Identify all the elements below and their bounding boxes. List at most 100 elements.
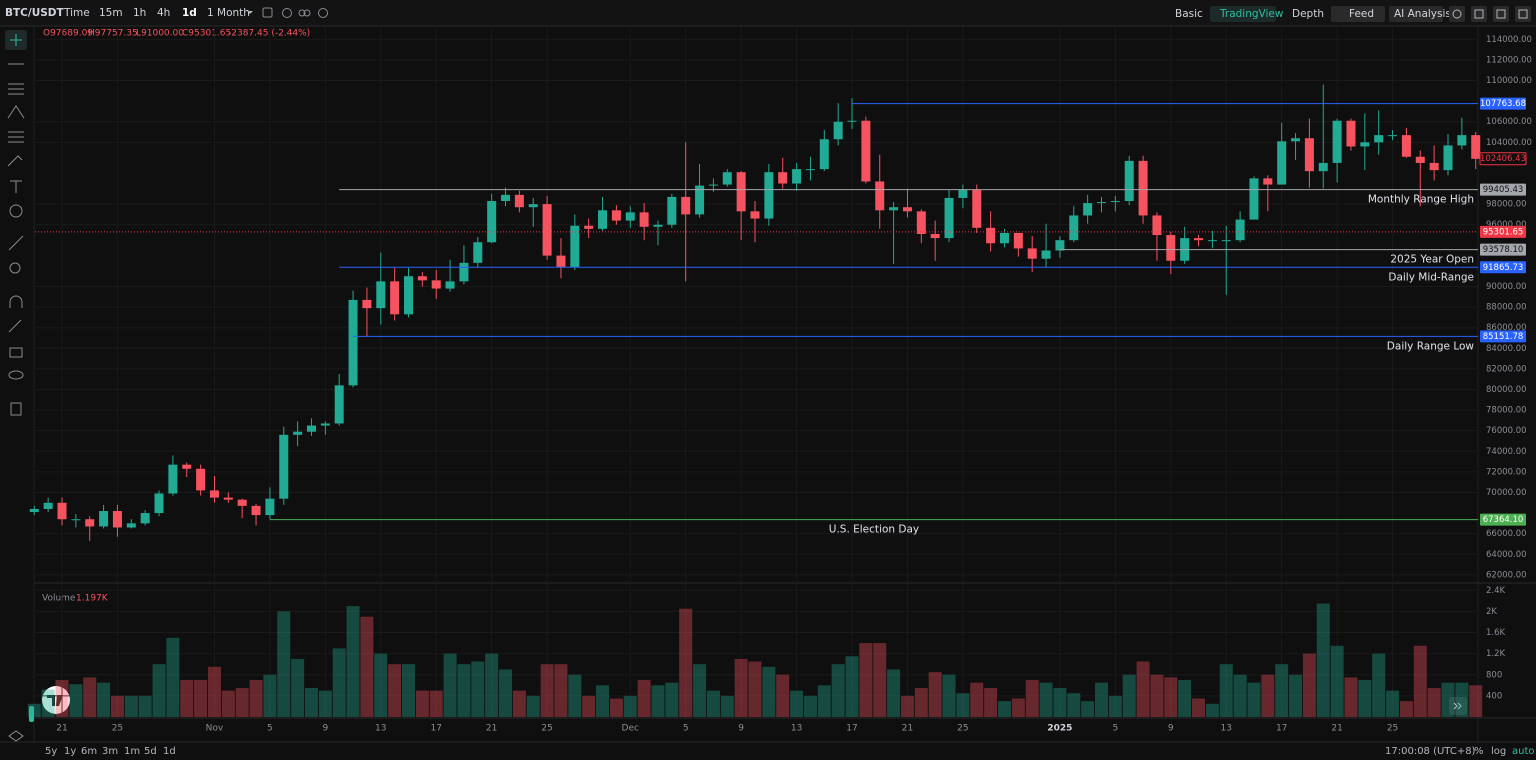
interval[interactable]: Time (63, 7, 90, 19)
icon[interactable] (318, 8, 328, 18)
scale-option[interactable]: % (1474, 746, 1484, 757)
drawing-toolbar (5, 30, 27, 742)
view-tab[interactable]: Basic (1175, 8, 1203, 20)
button[interactable]: Feed (1349, 8, 1374, 20)
interval[interactable]: 1h (133, 7, 146, 19)
volume-bar (1095, 682, 1108, 717)
view-tab[interactable]: Depth (1292, 8, 1324, 20)
range-button[interactable]: 1d (163, 746, 176, 757)
icon-bg[interactable] (1515, 6, 1531, 22)
tool-lock-draw[interactable] (8, 319, 22, 333)
last-price-label: 102406.43 (1480, 154, 1526, 164)
interval[interactable]: 15m (99, 7, 123, 19)
candle-body (639, 212, 649, 227)
candle-body (126, 523, 136, 528)
volume-bar (970, 682, 984, 717)
scale-option[interactable]: log (1491, 746, 1506, 757)
tool-zoom[interactable] (9, 262, 21, 274)
tool-pattern[interactable] (7, 105, 25, 119)
tool-fib[interactable] (8, 131, 24, 143)
tool-eye[interactable] (8, 370, 24, 380)
tool-lines[interactable] (8, 83, 24, 95)
volume-bar (443, 653, 457, 717)
legend-close: C95301.65 (182, 29, 231, 39)
tool-text[interactable] (10, 180, 22, 193)
level-annotation: Daily Mid-Range (1388, 271, 1474, 283)
tool-crosshair[interactable] (10, 34, 22, 46)
volume-bar (485, 653, 499, 717)
volume-bar (831, 664, 845, 717)
volume-bar (873, 643, 887, 717)
scale-option[interactable]: auto (1512, 746, 1535, 757)
volume-bar (388, 664, 402, 717)
icon-bg[interactable] (1493, 6, 1509, 22)
interval[interactable]: 4h (157, 7, 170, 19)
volume-bar (180, 680, 194, 717)
range-button[interactable]: 1y (64, 746, 76, 757)
icon[interactable] (262, 7, 273, 18)
icon-bg[interactable] (1471, 6, 1487, 22)
candle-body (861, 120, 871, 182)
volume-bar (887, 669, 901, 717)
x-tick-label: 25 (1387, 724, 1398, 734)
candle-body (223, 497, 233, 500)
volume-bar (429, 690, 443, 717)
range-button[interactable]: 1m (124, 746, 140, 757)
candle-body (209, 490, 219, 498)
candle-body (681, 196, 691, 215)
volume-bar (734, 658, 748, 717)
scroll-button-bg[interactable] (1449, 697, 1467, 715)
tool-trash[interactable] (10, 402, 22, 416)
candle-body (542, 204, 552, 256)
footer: 5y 1y 6m 3m 1m 5d 1d 17:00:08 (UTC+8) % … (45, 746, 1535, 757)
y-tick-label: 74000.00 (1486, 447, 1527, 457)
volume-bar (596, 685, 610, 717)
range-button[interactable]: 3m (102, 746, 118, 757)
volume-bar (693, 664, 707, 717)
volume-bar (914, 687, 928, 717)
volume-bar (665, 682, 679, 717)
scroll-handle[interactable] (29, 706, 34, 722)
range-button[interactable]: 5y (45, 746, 57, 757)
button[interactable]: AI Analysis (1394, 8, 1451, 20)
symbol[interactable]: BTC/USDT (5, 7, 65, 19)
icon[interactable] (298, 9, 306, 17)
tool-layers[interactable] (8, 730, 24, 742)
x-tick-label: 21 (1331, 724, 1342, 734)
candle-body (237, 499, 247, 506)
y-tick-label: 106000.00 (1486, 117, 1532, 127)
icon[interactable] (282, 8, 292, 18)
legend-low: L91000.00 (136, 29, 184, 39)
candle-body (667, 196, 677, 225)
candle-body (196, 468, 206, 491)
range-select[interactable]: 1 Month (207, 7, 250, 19)
volume-bar (415, 690, 429, 717)
candle-body (1332, 120, 1342, 163)
volume-bar (457, 664, 471, 717)
y-tick-label: 110000.00 (1486, 76, 1532, 86)
candle-body (528, 204, 538, 208)
range-button[interactable]: 6m (81, 746, 97, 757)
interval-active[interactable]: 1d (182, 7, 197, 19)
candle-body (708, 184, 718, 186)
icon-bg[interactable] (1449, 6, 1465, 22)
view-tab-active[interactable]: TradingView (1219, 8, 1284, 20)
range-button[interactable]: 5d (144, 746, 157, 757)
tool-ruler[interactable] (8, 235, 24, 251)
candle-body (1263, 178, 1273, 185)
level-annotation: 2025 Year Open (1390, 254, 1474, 266)
candle-body (916, 211, 926, 234)
tool-lock[interactable] (9, 347, 23, 358)
candle-body (1207, 240, 1217, 242)
tool-brush[interactable] (7, 155, 23, 167)
candle-body (805, 169, 815, 171)
candle-body (85, 519, 95, 527)
volume-bar (706, 690, 720, 717)
tool-emoji[interactable] (9, 204, 23, 218)
volume-bar (1372, 653, 1386, 717)
candle-body (1374, 135, 1384, 143)
x-tick-label: 25 (957, 724, 968, 734)
tool-magnet[interactable] (9, 295, 23, 308)
y-tick-label: 98000.00 (1486, 200, 1527, 210)
volume-bar (928, 672, 942, 717)
